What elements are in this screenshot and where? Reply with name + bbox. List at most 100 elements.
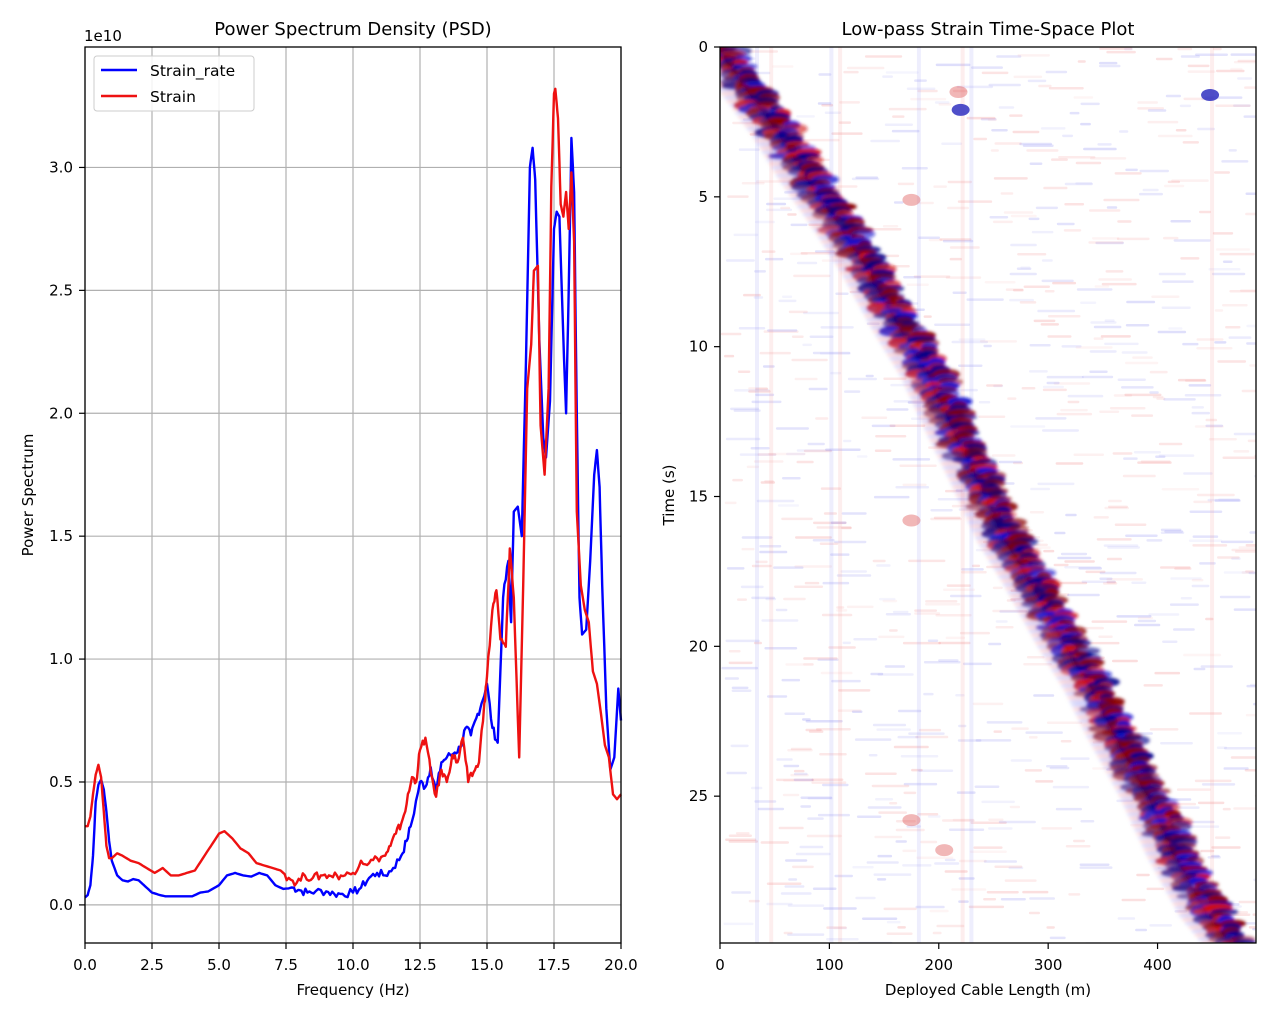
heatmap-noise-cell bbox=[766, 208, 793, 212]
heatmap-noise-cell bbox=[1215, 836, 1231, 839]
heatmap-noise-cell bbox=[841, 526, 852, 530]
heatmap-noise-cell bbox=[728, 834, 752, 837]
heatmap-noise-cell bbox=[1117, 917, 1136, 920]
heatmap-noise-cell bbox=[1060, 581, 1088, 585]
heatmap-noise-cell bbox=[991, 454, 1016, 457]
heatmap-noise-cell bbox=[783, 597, 806, 601]
heatmap-noise-cell bbox=[1125, 534, 1158, 537]
heatmap-noise-cell bbox=[993, 730, 1002, 733]
heatmap-noise-cell bbox=[968, 905, 1005, 909]
heatmap-channel-stripe bbox=[755, 47, 760, 943]
heatmap-noise-cell bbox=[923, 661, 961, 664]
heatmap-noise-cell bbox=[828, 646, 856, 649]
heatmap-title: Low-pass Strain Time-Space Plot bbox=[842, 19, 1135, 40]
heatmap-noise-cell bbox=[1035, 206, 1058, 210]
heatmap-noise-cell bbox=[1098, 635, 1113, 638]
heatmap-noise-cell bbox=[897, 182, 915, 186]
heatmap-noise-cell bbox=[1028, 736, 1038, 739]
heatmap-noise-cell bbox=[1177, 47, 1193, 51]
heatmap-noise-cell bbox=[1173, 628, 1195, 631]
heatmap-noise-cell bbox=[1151, 295, 1180, 298]
heatmap-noise-cell bbox=[1188, 539, 1223, 542]
heatmap-noise-cell bbox=[864, 772, 897, 775]
heatmap-noise-cell bbox=[1021, 387, 1036, 390]
psd-y-tick-label: 0.5 bbox=[49, 773, 73, 791]
heatmap-noise-cell bbox=[923, 315, 932, 318]
heatmap-noise-cell bbox=[966, 298, 1004, 301]
heatmap-noise-cell bbox=[1170, 577, 1202, 580]
heatmap-noise-cell bbox=[1024, 769, 1043, 772]
heatmap-noise-cell bbox=[971, 564, 981, 568]
heatmap-noise-cell bbox=[787, 213, 797, 216]
heatmap-noise-cell bbox=[783, 931, 793, 935]
heatmap-noise-cell bbox=[893, 201, 904, 204]
heatmap-noise-cell bbox=[1149, 370, 1168, 374]
heatmap-noise-cell bbox=[800, 805, 812, 808]
heatmap-noise-cell bbox=[877, 878, 887, 881]
heatmap-noise-cell bbox=[1162, 280, 1194, 283]
heatmap-noise-cell bbox=[988, 83, 1021, 87]
heatmap-noise-cell bbox=[1134, 623, 1161, 627]
heatmap-noise-cell bbox=[956, 791, 976, 794]
heatmap-noise-cell bbox=[1146, 539, 1163, 542]
heatmap-noise-cell bbox=[959, 859, 987, 863]
heatmap-noise-cell bbox=[726, 567, 745, 570]
heatmap-noise-cell bbox=[757, 807, 785, 811]
heatmap-noise-cell bbox=[1223, 767, 1249, 770]
heatmap-noise-cell bbox=[1137, 461, 1172, 464]
heatmap-noise-cell bbox=[935, 614, 972, 617]
heatmap-noise-cell bbox=[1160, 742, 1193, 745]
heatmap-noise-cell bbox=[901, 167, 928, 170]
heatmap-noise-cell bbox=[978, 401, 991, 404]
heatmap-noise-cell bbox=[793, 274, 831, 278]
heatmap-noise-cell bbox=[1073, 96, 1094, 99]
heatmap-noise-cell bbox=[958, 338, 986, 341]
heatmap-y-tick-label: 5 bbox=[698, 188, 708, 206]
heatmap-noise-cell bbox=[925, 603, 961, 606]
heatmap-y-tick-label: 15 bbox=[689, 487, 708, 505]
heatmap-noise-cell bbox=[914, 79, 927, 82]
heatmap-noise-cell bbox=[1009, 114, 1023, 117]
heatmap-red-spot bbox=[902, 193, 921, 206]
heatmap-noise-cell bbox=[791, 358, 828, 362]
heatmap-noise-cell bbox=[1106, 581, 1117, 584]
heatmap-noise-cell bbox=[988, 827, 1013, 830]
heatmap-noise-cell bbox=[954, 388, 978, 392]
heatmap-noise-cell bbox=[826, 938, 859, 941]
heatmap-noise-cell bbox=[1100, 335, 1131, 338]
heatmap-noise-cell bbox=[1125, 361, 1159, 365]
heatmap-noise-cell bbox=[1060, 740, 1072, 743]
heatmap-noise-cell bbox=[1156, 397, 1166, 400]
heatmap-x-tick-label: 400 bbox=[1143, 956, 1172, 974]
heatmap-noise-cell bbox=[830, 371, 842, 375]
heatmap-noise-cell bbox=[1012, 289, 1024, 292]
psd-x-tick-label: 12.5 bbox=[403, 956, 436, 974]
heatmap-noise-cell bbox=[1109, 407, 1146, 410]
heatmap-noise-cell bbox=[1078, 567, 1102, 570]
heatmap-y-tick-label: 25 bbox=[689, 787, 708, 805]
heatmap-noise-cell bbox=[836, 609, 848, 612]
heatmap-noise-cell bbox=[957, 739, 982, 742]
heatmap-noise-cell bbox=[1161, 306, 1191, 309]
heatmap-noise-cell bbox=[1098, 278, 1132, 281]
heatmap-noise-cell bbox=[1023, 285, 1050, 288]
heatmap-noise-cell bbox=[1200, 665, 1233, 668]
heatmap-noise-cell bbox=[885, 71, 919, 74]
heatmap-noise-cell bbox=[1069, 111, 1080, 115]
heatmap-noise-cell bbox=[847, 377, 877, 381]
heatmap-noise-cell bbox=[1131, 581, 1147, 584]
heatmap-noise-cell bbox=[1073, 453, 1104, 456]
heatmap-noise-cell bbox=[780, 892, 812, 895]
heatmap-noise-cell bbox=[1250, 683, 1256, 687]
heatmap-noise-cell bbox=[864, 55, 903, 58]
heatmap-noise-cell bbox=[1061, 345, 1082, 348]
heatmap-noise-cell bbox=[1080, 122, 1091, 126]
heatmap-noise-cell bbox=[1233, 450, 1250, 453]
heatmap-noise-cell bbox=[902, 864, 932, 867]
heatmap-noise-cell bbox=[973, 846, 1003, 849]
heatmap-noise-cell bbox=[819, 352, 851, 355]
heatmap-noise-cell bbox=[1067, 400, 1080, 404]
heatmap-noise-cell bbox=[1187, 70, 1216, 73]
heatmap-noise-cell bbox=[947, 206, 969, 210]
heatmap-noise-cell bbox=[1075, 182, 1093, 185]
